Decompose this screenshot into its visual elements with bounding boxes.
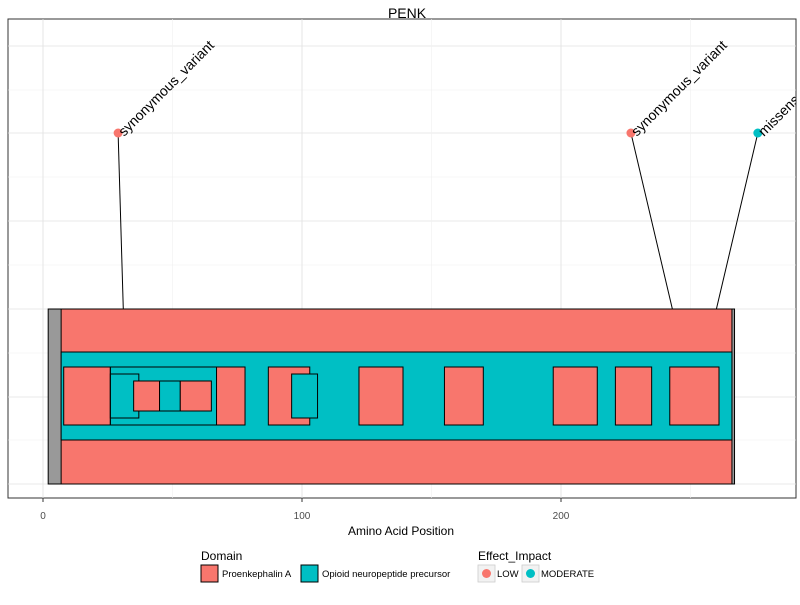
variant-stem	[117, 132, 124, 310]
legend-impact-key	[526, 569, 535, 578]
legend: Domain Proenkephalin A Opioid neuropeptide…	[200, 549, 594, 583]
variant-point	[113, 128, 123, 138]
domain-inner	[358, 366, 404, 426]
legend-domain-key	[200, 564, 219, 583]
domain-inner	[179, 380, 212, 412]
domain-inner	[669, 366, 720, 426]
domain-inner	[552, 366, 598, 426]
domain-inner	[216, 366, 246, 426]
variant-stem	[715, 132, 759, 310]
legend-impact-label: LOW	[497, 569, 519, 580]
variant-point	[626, 128, 636, 138]
legend-domain-label: Opioid neuropeptide precursor	[322, 569, 450, 580]
x-tick-label: 100	[294, 511, 311, 522]
chart-title: PENK	[388, 5, 427, 21]
x-axis-title: Amino Acid Position	[348, 524, 454, 538]
legend-impact-title: Effect_Impact	[478, 549, 552, 563]
legend-domain-title: Domain	[201, 549, 242, 563]
legend-impact-key	[482, 569, 491, 578]
domain-inner	[133, 380, 161, 412]
x-tick-label: 0	[40, 511, 46, 522]
x-tick-label: 200	[553, 511, 570, 522]
marks: synonymous_variantsynonymous_variantmiss…	[47, 37, 796, 485]
domain-inner	[159, 380, 181, 412]
domain-inner	[443, 366, 484, 426]
variant-point	[753, 128, 763, 138]
legend-impact-label: MODERATE	[541, 569, 594, 580]
domain-inner	[614, 366, 653, 426]
domain-inner	[63, 366, 111, 426]
legend-domain-label: Proenkephalin A	[222, 569, 292, 580]
legend-domain-key	[300, 564, 319, 583]
variant-stem	[630, 132, 673, 310]
domain-inner	[291, 373, 319, 419]
x-axis: 0 100 200	[40, 498, 570, 522]
